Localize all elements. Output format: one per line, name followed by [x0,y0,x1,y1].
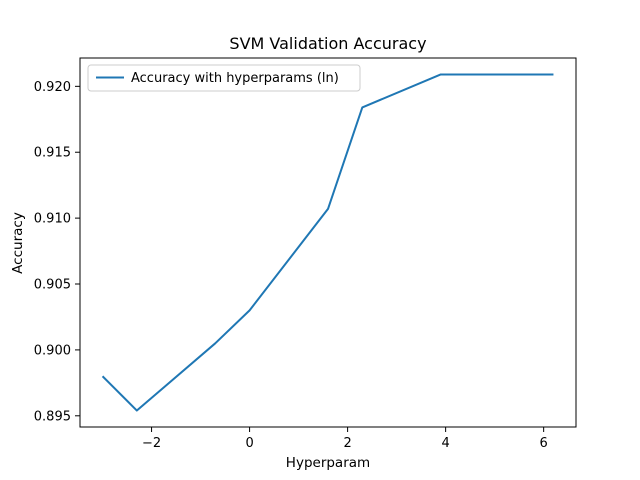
y-tick-label: 0.900 [34,343,71,358]
series-line-0 [101,73,554,412]
y-tick-label: 0.915 [34,146,71,161]
y-tick-label: 0.905 [34,278,71,293]
legend-box [87,64,361,92]
plot-area: −2 0 2 4 6 0.895 0.900 0.905 0.910 0.915 0.920 Accu… [34,57,577,451]
x-tick-label: 0 [245,436,253,451]
x-tick-label: 6 [540,436,548,451]
x-axis-title: Hyperparam [286,455,370,471]
y-axis-title: Accuracy [10,212,26,274]
y-tick-label: 0.920 [34,80,71,95]
axes-frame [79,57,577,428]
y-tick-label: 0.910 [34,212,71,227]
y-tick-label: 0.895 [34,409,71,424]
x-tick-label: −2 [142,436,161,451]
x-tick-label: 4 [441,436,449,451]
chart-title: SVM Validation Accuracy [229,34,426,53]
x-tick-label: 2 [343,436,351,451]
legend-label: Accuracy with hyperparams (ln) [131,71,339,86]
